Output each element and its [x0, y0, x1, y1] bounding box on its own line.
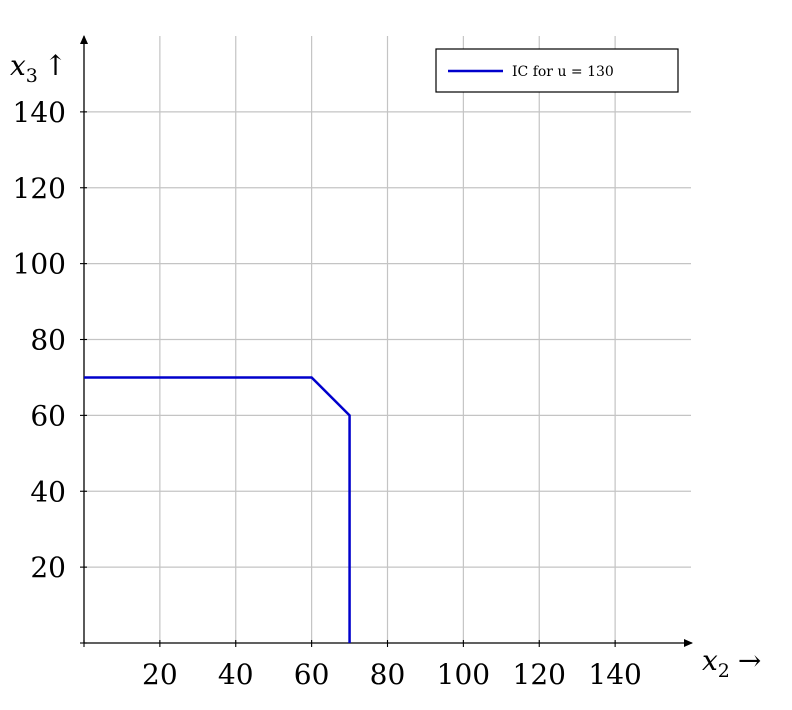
x-tick-label: 100	[437, 658, 490, 691]
x-axis-title: x2 →	[702, 644, 761, 682]
legend-label: IC for u = 130	[512, 64, 614, 80]
y-tick-label: 100	[13, 248, 66, 281]
x-axis-arrow: →	[738, 644, 761, 677]
x-tick-label: 120	[513, 658, 566, 691]
y-axis-sub: 3	[26, 65, 38, 87]
x-tick-label: 80	[370, 658, 406, 691]
y-tick-label: 120	[13, 172, 66, 205]
y-tick-label: 140	[13, 96, 66, 129]
y-axis-arrow: ↑	[44, 49, 67, 82]
x-tick-label: 40	[218, 658, 254, 691]
x-axis-sub: 2	[718, 660, 730, 682]
tick-marks	[80, 111, 616, 647]
grid-lines	[84, 36, 691, 643]
ic-series-line	[84, 376, 351, 643]
tick-labels: 20 40 60 80 100 120 140 20 40 60 80 100 120 140	[13, 96, 642, 691]
legend: IC for u = 130	[435, 48, 679, 93]
y-axis-title: x3 ↑	[10, 49, 67, 87]
x-tick-label: 20	[142, 658, 178, 691]
series-lines	[84, 376, 351, 643]
y-tick-label: 20	[30, 551, 66, 584]
y-axis-var: x	[10, 49, 26, 82]
y-tick-label: 80	[30, 324, 66, 357]
x-tick-label: 60	[294, 658, 330, 691]
y-tick-label: 40	[30, 475, 66, 508]
x-tick-label: 140	[588, 658, 641, 691]
y-tick-label: 60	[30, 399, 66, 432]
x-axis-var: x	[702, 644, 718, 677]
